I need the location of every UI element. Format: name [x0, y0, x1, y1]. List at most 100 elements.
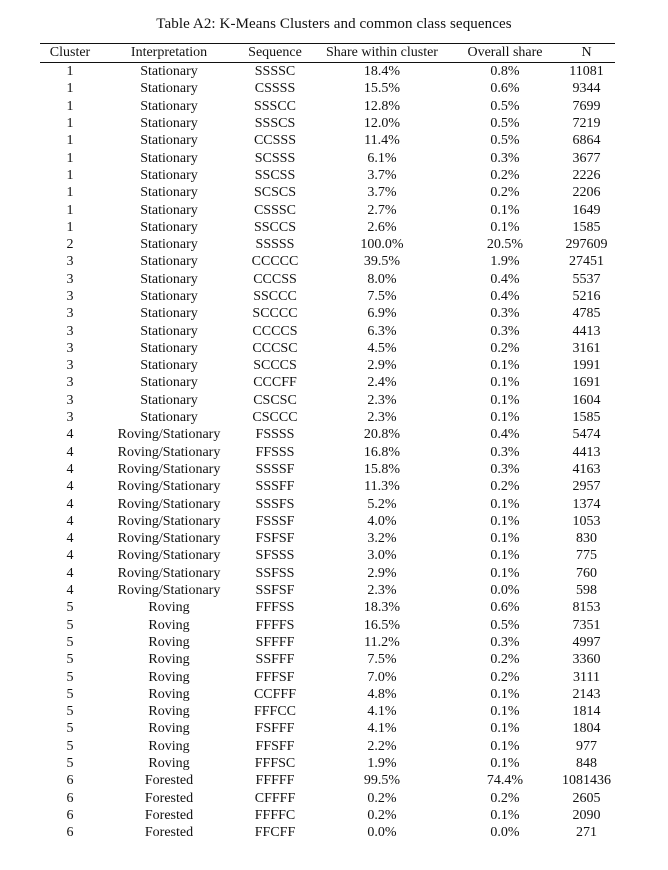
cell-n: 830: [576, 531, 597, 547]
table-row: 4 Roving/Stationary SSFSS 2.9% 0.1% 760: [40, 565, 615, 582]
cell-sequence: SCCCS: [253, 358, 297, 374]
cell-share-within-cluster: 39.5%: [363, 254, 401, 270]
cell-n: 1053: [572, 513, 601, 529]
cell-share-within-cluster: 3.7%: [367, 185, 397, 201]
cell-overall-share: 0.2%: [490, 652, 520, 668]
cell-overall-share: 0.2%: [490, 479, 520, 495]
cell-interpretation: Roving: [148, 738, 190, 754]
cell-cluster: 5: [66, 669, 74, 685]
cell-sequence: SSSSF: [255, 461, 295, 477]
cell-share-within-cluster: 4.8%: [367, 686, 397, 702]
cell-interpretation: Stationary: [140, 340, 198, 356]
table-row: 5 Roving FFFSS 18.3% 0.6% 8153: [40, 599, 615, 616]
cell-cluster: 1: [66, 150, 74, 166]
cell-overall-share: 0.5%: [490, 133, 520, 149]
cell-interpretation: Roving/Stationary: [117, 513, 221, 529]
table-row: 3 Stationary CCCCC 39.5% 1.9% 27451: [40, 253, 615, 270]
cell-n: 1691: [572, 375, 601, 391]
cell-overall-share: 0.2%: [490, 167, 520, 183]
cell-interpretation: Roving: [148, 756, 190, 772]
cell-cluster: 3: [66, 254, 74, 270]
cell-cluster: 5: [66, 756, 74, 772]
cell-share-within-cluster: 20.8%: [363, 427, 401, 443]
cell-share-within-cluster: 2.9%: [367, 565, 397, 581]
cell-share-within-cluster: 99.5%: [363, 773, 401, 789]
cell-n: 4413: [572, 323, 601, 339]
cell-sequence: CFFFF: [254, 790, 296, 806]
cell-interpretation: Stationary: [140, 116, 198, 132]
cell-interpretation: Stationary: [140, 358, 198, 374]
cell-sequence: SSSFS: [255, 496, 295, 512]
cell-interpretation: Roving/Stationary: [117, 427, 221, 443]
cell-sequence: SSSFF: [255, 479, 295, 495]
cell-overall-share: 0.4%: [490, 289, 520, 304]
header-cluster: Cluster: [49, 45, 91, 60]
cell-cluster: 1: [66, 202, 74, 218]
cell-share-within-cluster: 1.9%: [367, 756, 397, 772]
table-row: 5 Roving CCFFF 4.8% 0.1% 2143: [40, 686, 615, 703]
table-row: 5 Roving FFFFS 16.5% 0.5% 7351: [40, 617, 615, 634]
table-row: 1 Stationary CSSSC 2.7% 0.1% 1649: [40, 201, 615, 218]
cell-n: 2206: [572, 185, 601, 201]
cell-share-within-cluster: 18.3%: [363, 600, 401, 616]
cell-overall-share: 0.3%: [490, 444, 520, 460]
cell-sequence: CCCFF: [253, 375, 297, 391]
cell-sequence: SSSCS: [254, 116, 296, 132]
cell-sequence: CCSSS: [253, 133, 297, 149]
header-interpretation: Interpretation: [130, 45, 208, 60]
cell-overall-share: 1.9%: [490, 254, 520, 270]
cell-share-within-cluster: 2.3%: [367, 410, 397, 426]
cell-n: 3360: [572, 652, 601, 668]
cell-sequence: FSSSF: [255, 513, 295, 529]
cell-interpretation: Stationary: [140, 392, 198, 408]
cell-overall-share: 0.4%: [490, 271, 520, 287]
table-row: 5 Roving FSFFF 4.1% 0.1% 1804: [40, 720, 615, 737]
cell-interpretation: Stationary: [140, 185, 198, 201]
cell-cluster: 6: [66, 790, 74, 806]
cell-overall-share: 0.4%: [490, 427, 520, 443]
table-row: 1 Stationary SSCSS 3.7% 0.2% 2226: [40, 167, 615, 184]
cell-n: 1585: [572, 219, 601, 235]
cell-share-within-cluster: 2.3%: [367, 583, 397, 599]
cell-cluster: 5: [66, 600, 74, 616]
header-share-within-cluster: Share within cluster: [326, 45, 438, 60]
cell-cluster: 4: [66, 531, 74, 547]
cell-sequence: FFCFF: [254, 825, 296, 841]
cell-share-within-cluster: 11.3%: [364, 479, 400, 495]
cell-overall-share: 0.1%: [490, 721, 520, 737]
cell-interpretation: Stationary: [140, 306, 198, 322]
cell-n: 1604: [572, 392, 601, 408]
cell-n: 7219: [572, 116, 601, 132]
cell-cluster: 1: [66, 116, 74, 132]
cell-interpretation: Roving: [148, 600, 190, 616]
cell-share-within-cluster: 4.5%: [367, 340, 397, 356]
table-row: 1 Stationary SSCCS 2.6% 0.1% 1585: [40, 219, 615, 236]
cell-sequence: CCCSC: [252, 340, 298, 356]
table-row: 3 Stationary CSCCC 2.3% 0.1% 1585: [40, 409, 615, 426]
cell-share-within-cluster: 5.2%: [367, 496, 397, 512]
cell-overall-share: 0.1%: [490, 219, 520, 235]
cell-cluster: 5: [66, 686, 74, 702]
cell-interpretation: Forested: [144, 773, 194, 789]
cell-overall-share: 0.1%: [490, 531, 520, 547]
table-row: 4 Roving/Stationary SSSSF 15.8% 0.3% 4163: [40, 461, 615, 478]
cell-overall-share: 0.3%: [490, 306, 520, 322]
table-row: 3 Stationary CSCSC 2.3% 0.1% 1604: [40, 392, 615, 409]
cell-sequence: CCCCS: [252, 323, 298, 339]
cell-n: 3111: [573, 669, 600, 685]
cell-n: 1804: [572, 721, 601, 737]
cell-n: 848: [576, 756, 597, 772]
cell-overall-share: 0.6%: [490, 600, 520, 616]
cell-cluster: 3: [66, 323, 74, 339]
cell-share-within-cluster: 15.5%: [363, 81, 401, 97]
cell-cluster: 3: [66, 306, 74, 322]
cell-interpretation: Roving/Stationary: [117, 565, 221, 581]
cell-interpretation: Roving/Stationary: [117, 583, 221, 599]
cell-overall-share: 0.0%: [490, 825, 520, 841]
cell-share-within-cluster: 100.0%: [360, 237, 404, 253]
cell-overall-share: 0.2%: [490, 185, 520, 201]
cell-overall-share: 0.3%: [490, 634, 520, 650]
table-row: 5 Roving FFFSF 7.0% 0.2% 3111: [40, 668, 615, 685]
cell-cluster: 4: [66, 548, 74, 564]
cell-cluster: 5: [66, 738, 74, 754]
